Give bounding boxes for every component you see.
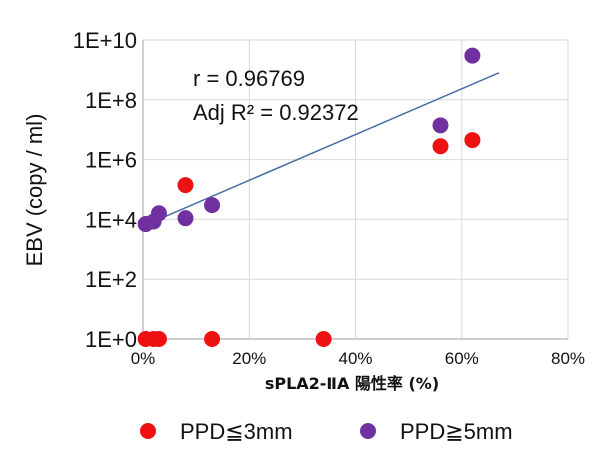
point-ppd5 [150,205,167,222]
x-tick-label: 60% [445,349,479,368]
y-tick-label: 1E+4 [85,207,137,232]
point-ppd5 [432,117,449,134]
trendline [142,72,500,227]
annotation-r: r = 0.96769 [193,66,305,91]
annotation-adj-r2: Adj R² = 0.92372 [193,100,359,125]
point-ppd3 [432,138,449,155]
x-tick-label: 20% [232,349,266,368]
point-ppd3 [315,331,332,347]
y-tick-labels: 1E+0 1E+2 1E+4 1E+6 1E+8 1E+10 [73,28,137,352]
legend: PPD≦3mm PPD≧5mm [140,419,513,444]
y-tick-label: 1E+2 [85,267,137,292]
point-ppd3 [204,331,221,347]
y-tick-label: 1E+8 [85,88,137,113]
x-tick-label: 40% [338,349,372,368]
x-tick-label: 0% [131,349,156,368]
legend-label-ppd3: PPD≦3mm [180,419,293,444]
y-axis-label: EBV (copy / ml) [22,114,47,267]
x-axis-label: sPLA2-ⅡA 陽性率 (%) [265,374,439,393]
gridlines [142,39,569,340]
trendline-group [142,72,500,227]
legend-marker-ppd5 [360,423,376,439]
legend-label-ppd5: PPD≧5mm [400,419,513,444]
legend-marker-ppd3 [140,423,156,439]
data-points [137,47,481,347]
point-ppd5 [177,210,194,227]
point-ppd3 [464,132,481,149]
point-ppd3 [177,177,194,194]
x-tick-label: 80% [551,349,585,368]
point-ppd5 [204,197,221,214]
y-tick-label: 1E+6 [85,148,137,173]
x-tick-labels: 0% 20% 40% 60% 80% [131,349,585,368]
point-ppd5 [464,47,481,64]
y-tick-label: 1E+10 [73,28,137,53]
y-tick-label: 1E+0 [85,327,137,352]
point-ppd3 [150,331,167,347]
